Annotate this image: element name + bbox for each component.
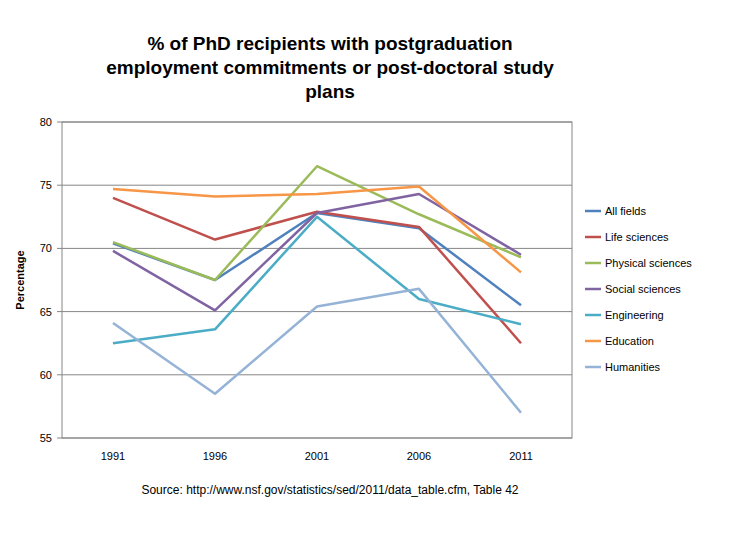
source-note: Source: http://www.nsf.gov/statistics/se… [141, 483, 518, 497]
series-line [113, 186, 521, 272]
legend-swatch [585, 340, 601, 343]
y-tick [57, 438, 62, 439]
grid-line [62, 248, 572, 249]
legend-label: Social sciences [605, 283, 681, 295]
legend-swatch [585, 236, 601, 239]
legend-swatch [585, 210, 601, 213]
legend-swatch [585, 288, 601, 291]
y-axis-label: Percentage [14, 250, 26, 309]
grid-line [62, 374, 572, 375]
y-tick-label: 70 [40, 242, 52, 254]
y-tick [57, 311, 62, 312]
series-line [113, 194, 521, 310]
grid-line [62, 311, 572, 312]
y-tick-label: 65 [40, 306, 52, 318]
chart: % of PhD recipients with postgraduation e… [0, 0, 736, 553]
series-group [113, 166, 521, 412]
plot-frame [62, 122, 572, 438]
title: % of PhD recipients with postgraduation e… [106, 33, 554, 102]
series-line [113, 213, 521, 305]
series-line [113, 217, 521, 343]
x-tick-label: 2006 [407, 450, 431, 462]
title-line: plans [305, 81, 355, 102]
legend-swatch [585, 314, 601, 317]
x-tick-label: 2001 [305, 450, 329, 462]
x-tick-label: 1991 [101, 450, 125, 462]
y-tick-label: 75 [40, 179, 52, 191]
x-tick-label: 2011 [509, 450, 533, 462]
legend-label: Education [605, 335, 654, 347]
y-tick-label: 55 [40, 432, 52, 444]
title-line: % of PhD recipients with postgraduation [147, 33, 512, 54]
y-tick-label: 60 [40, 369, 52, 381]
title-line: employment commitments or post-doctoral … [106, 57, 554, 78]
background [0, 0, 736, 553]
legend-label: Engineering [605, 309, 664, 321]
legend-label: Physical sciences [605, 257, 692, 269]
y-tick [57, 248, 62, 249]
legend-label: All fields [605, 205, 646, 217]
y-tick-label: 80 [40, 116, 52, 128]
legend-label: Humanities [605, 361, 661, 373]
x-tick-label: 1996 [203, 450, 227, 462]
series-line [113, 166, 521, 280]
legend-swatch [585, 262, 601, 265]
y-tick [57, 122, 62, 123]
y-tick [57, 374, 62, 375]
legend-swatch [585, 366, 601, 369]
legend-label: Life sciences [605, 231, 669, 243]
y-tick [57, 185, 62, 186]
series-line [113, 289, 521, 413]
grid-line [62, 185, 572, 186]
